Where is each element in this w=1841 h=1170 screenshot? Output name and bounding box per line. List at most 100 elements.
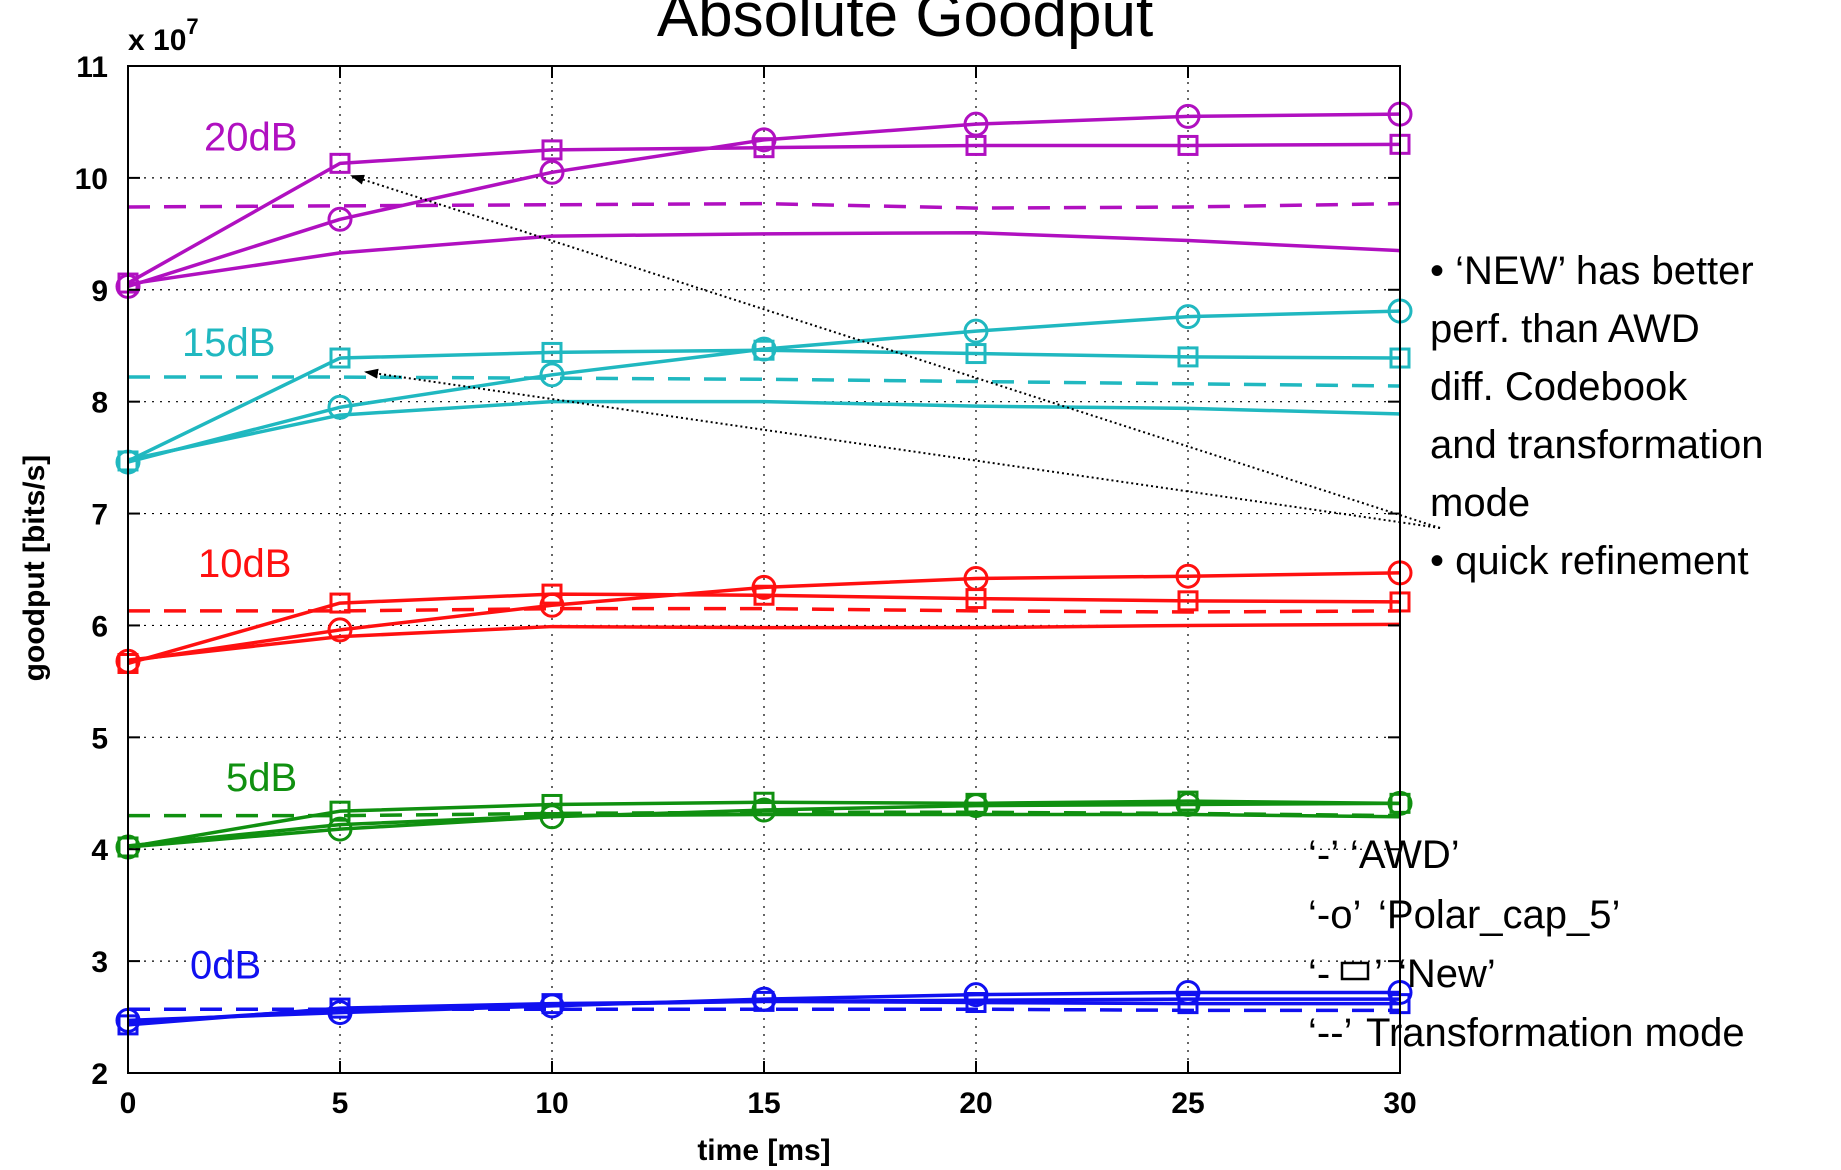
series-line-awd-20dB xyxy=(128,230,1400,286)
marker-new-10dB xyxy=(1177,590,1199,612)
marker-new-15dB xyxy=(965,343,987,365)
snr-label: 0dB xyxy=(190,943,261,987)
axis-ticks xyxy=(127,65,1401,1074)
arrow-15db xyxy=(364,368,1441,529)
marker-new-0dB xyxy=(965,992,987,1014)
y-tick-label: 8 xyxy=(91,387,108,420)
series-line-new-15dB xyxy=(128,348,1400,463)
marker-new-5dB xyxy=(329,800,351,822)
marker-polar-5dB xyxy=(327,816,353,842)
series-line-trans-10dB xyxy=(128,606,1400,614)
marker-new-0dB xyxy=(1177,993,1199,1015)
marker-polar-20dB xyxy=(751,127,777,153)
series-line-new-20dB xyxy=(128,142,1400,285)
marker-new-15dB xyxy=(1177,346,1199,368)
gridlines xyxy=(128,66,1400,1073)
x-axis-label: time [ms] xyxy=(697,1134,830,1167)
x-tick-label: 0 xyxy=(120,1087,137,1120)
marker-polar-10dB xyxy=(327,617,353,643)
y-tick-label: 6 xyxy=(91,610,108,643)
marker-new-5dB xyxy=(1177,790,1199,812)
y-axis-label: goodput [bits/s] xyxy=(18,455,51,682)
marker-polar-10dB xyxy=(1175,563,1201,589)
marker-polar-0dB xyxy=(963,982,989,1008)
legend-key: ‘-’ xyxy=(1308,833,1339,877)
marker-polar-15dB xyxy=(963,318,989,344)
annotation-arrows xyxy=(350,174,1441,529)
y-tick-labels: 2 3 4 5 6 7 8 9 10 11 xyxy=(75,51,109,1091)
legend-key: ‘--’ xyxy=(1308,1011,1352,1055)
marker-polar-0dB xyxy=(327,1000,353,1026)
series-line-trans-20dB xyxy=(128,201,1400,210)
legend-key-suffix: ’ xyxy=(1374,952,1383,996)
y-tick-label: 2 xyxy=(91,1058,108,1091)
y-tick-label: 4 xyxy=(91,834,108,867)
x-tick-label: 30 xyxy=(1383,1087,1416,1120)
marker-new-5dB xyxy=(541,793,563,815)
marker-new-0dB xyxy=(329,997,351,1019)
note-line: and transformation xyxy=(1430,423,1764,467)
note-line: mode xyxy=(1430,481,1530,525)
marker-polar-5dB xyxy=(539,804,565,830)
legend-label: ‘AWD’ xyxy=(1350,833,1460,877)
marker-polar-10dB xyxy=(751,574,777,600)
legend-key: ‘-o’ xyxy=(1308,893,1361,937)
marker-new-10dB xyxy=(965,588,987,610)
marker-polar-15dB xyxy=(327,394,353,420)
x-tick-label: 20 xyxy=(959,1087,992,1120)
marker-new-20dB xyxy=(753,137,775,159)
x-tick-label: 15 xyxy=(747,1087,780,1120)
marker-polar-15dB xyxy=(1175,304,1201,330)
marker-new-10dB xyxy=(753,584,775,606)
x-tick-label: 25 xyxy=(1171,1087,1204,1120)
note-bullets: • ‘NEW’ has better perf. than AWD diff. Co… xyxy=(1430,249,1764,583)
marker-polar-0dB xyxy=(1175,979,1201,1005)
marker-new-5dB xyxy=(753,791,775,813)
series-line-awd-15dB xyxy=(128,399,1400,462)
marker-new-15dB xyxy=(329,347,351,369)
snr-label: 20dB xyxy=(204,115,297,159)
note-line: perf. than AWD xyxy=(1430,307,1700,351)
legend-label: ‘Polar_cap_5’ xyxy=(1378,893,1620,937)
marker-new-20dB xyxy=(541,139,563,161)
series-line-new-5dB xyxy=(128,799,1400,849)
y-tick-label: 3 xyxy=(91,946,108,979)
x-tick-label: 5 xyxy=(332,1087,349,1120)
marker-polar-20dB xyxy=(327,206,353,232)
marker-polar-20dB xyxy=(1175,103,1201,129)
arrow-20db xyxy=(350,174,1441,529)
marker-polar-15dB xyxy=(539,362,565,388)
legend: ‘-’ ‘AWD’‘-o’ ‘Polar_cap_5’‘-’ ‘New’‘--’ Tra… xyxy=(1308,833,1745,1055)
note-line: • quick refinement xyxy=(1430,539,1749,583)
marker-polar-10dB xyxy=(539,592,565,618)
y-tick-label: 10 xyxy=(75,163,108,196)
series-line-trans-0dB xyxy=(128,1007,1400,1013)
marker-polar-5dB xyxy=(751,797,777,823)
series-line-new-10dB xyxy=(128,592,1400,666)
marker-new-10dB xyxy=(541,583,563,605)
y-tick-label: 7 xyxy=(91,499,108,532)
snr-label: 15dB xyxy=(182,321,275,365)
marker-polar-20dB xyxy=(539,159,565,185)
plot-markers xyxy=(115,101,1413,1036)
y-tick-label: 5 xyxy=(91,722,108,755)
series-line-awd-10dB xyxy=(128,622,1400,662)
x-tick-label: 10 xyxy=(535,1087,568,1120)
marker-new-0dB xyxy=(753,990,775,1012)
marker-new-5dB xyxy=(965,792,987,814)
marker-new-20dB xyxy=(329,152,351,174)
x-tick-labels: 0 5 10 15 20 25 30 xyxy=(120,1087,1417,1120)
y-exponent-label: x 107 xyxy=(128,14,199,57)
marker-new-20dB xyxy=(1177,134,1199,156)
y-tick-label: 11 xyxy=(76,51,108,84)
legend-label: ‘New’ xyxy=(1398,952,1496,996)
note-line: • ‘NEW’ has better xyxy=(1430,249,1754,293)
marker-new-15dB xyxy=(541,341,563,363)
marker-new-10dB xyxy=(329,592,351,614)
legend-key: ‘- xyxy=(1308,952,1330,996)
legend-label: Transformation mode xyxy=(1366,1011,1745,1055)
plot-frame xyxy=(127,65,1401,1074)
snr-label: 10dB xyxy=(198,542,291,586)
series-line-trans-15dB xyxy=(128,375,1400,388)
